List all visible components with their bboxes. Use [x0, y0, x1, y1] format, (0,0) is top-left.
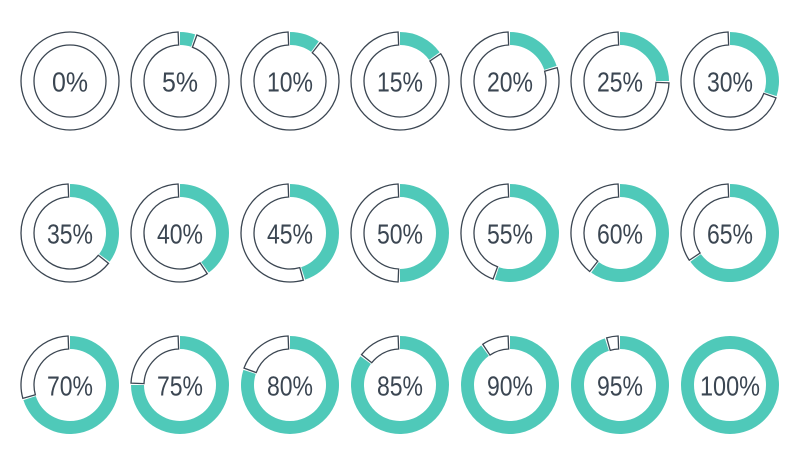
donut-chart: 25% [570, 31, 670, 131]
donut-chart: 70% [20, 335, 119, 435]
donut-filled-arc [180, 183, 230, 273]
donut-percent-label: 10% [267, 67, 313, 98]
donut-chart: 95% [570, 335, 669, 435]
donut-percent-label: 95% [597, 371, 643, 402]
donut-chart: 20% [460, 31, 560, 131]
donut-remaining-outline [680, 183, 730, 262]
donut-chart: 15% [350, 31, 450, 131]
donut-filled-arc [180, 32, 196, 47]
donut-remaining-outline [570, 183, 620, 273]
donut-remaining-outline-inner [33, 44, 107, 118]
donut-chart: 55% [460, 183, 559, 282]
donut-filled-arc [620, 32, 669, 81]
donut-remaining-outline [20, 31, 120, 131]
donut-percent-label: 85% [377, 371, 423, 402]
donut-percent-label: 0% [52, 67, 88, 98]
donut-percent-label: 90% [487, 371, 533, 402]
donut-filled-arc [730, 32, 779, 97]
donut-filled-arc [494, 184, 559, 282]
donut-percent-label: 80% [267, 371, 313, 402]
donut-filled-arc [400, 184, 449, 282]
donut-chart: 85% [350, 335, 449, 434]
donut-percent-label: 55% [487, 219, 533, 250]
donut-remaining-outline [605, 335, 620, 352]
donut-percent-label: 100% [700, 371, 760, 402]
donut-filled-arc [400, 32, 440, 60]
donut-remaining-outline [20, 335, 70, 400]
donut-percent-label: 50% [377, 219, 423, 250]
donut-percent-label: 20% [487, 67, 533, 98]
donut-remaining-outline [130, 183, 209, 283]
donut-chart: 10% [240, 31, 340, 131]
donut-chart: 50% [350, 183, 449, 283]
donut-filled-arc [681, 336, 779, 434]
donut-remaining-outline [360, 335, 400, 364]
donut-percent-label: 45% [267, 219, 313, 250]
donut-percent-label: 5% [162, 67, 198, 98]
donut-percent-label: 75% [157, 371, 203, 402]
donut-percent-label: 40% [157, 219, 203, 250]
donut-percent-label: 70% [47, 371, 93, 402]
donut-remaining-outline [240, 31, 340, 131]
donut-percent-label: 35% [47, 219, 93, 250]
donut-percent-label: 65% [707, 219, 753, 250]
donut-remaining-outline [350, 183, 400, 283]
donut-remaining-outline [243, 335, 290, 374]
donut-chart: 40% [130, 183, 230, 283]
donut-remaining-outline [680, 31, 777, 131]
donut-chart: 35% [20, 183, 120, 283]
donut-remaining-outline [481, 335, 510, 356]
donut-remaining-outline [460, 183, 510, 280]
donut-chart: 65% [680, 183, 780, 282]
donut-remaining-outline [20, 183, 110, 283]
donut-remaining-outline [240, 183, 305, 283]
donut-chart: 45% [240, 183, 340, 283]
donut-filled-arc [690, 184, 780, 282]
donut-chart: 100% [681, 336, 779, 434]
donut-percent-label: 30% [707, 67, 753, 98]
donut-filled-arc [70, 184, 120, 262]
donut-filled-arc [290, 184, 340, 280]
donut-filled-arc [591, 184, 669, 282]
donut-remaining-outline [130, 335, 180, 385]
donut-chart: 90% [461, 335, 559, 434]
donut-chart: 75% [130, 335, 229, 434]
donut-chart: 5% [130, 31, 230, 131]
donut-filled-arc [510, 32, 557, 70]
donut-chart: 0% [20, 31, 120, 131]
donut-percent-label: 25% [597, 67, 643, 98]
donut-percent-label: 15% [377, 67, 423, 98]
donut-chart: 80% [240, 335, 339, 434]
donut-percent-label: 60% [597, 219, 643, 250]
donut-filled-arc [290, 32, 319, 52]
donut-remaining-outline [130, 31, 230, 131]
donut-chart: 30% [680, 31, 779, 131]
donut-chart: 60% [570, 183, 669, 282]
donut-remaining-outline [570, 31, 670, 131]
donut-remaining-outline [460, 31, 560, 131]
donut-remaining-outline [350, 31, 450, 131]
